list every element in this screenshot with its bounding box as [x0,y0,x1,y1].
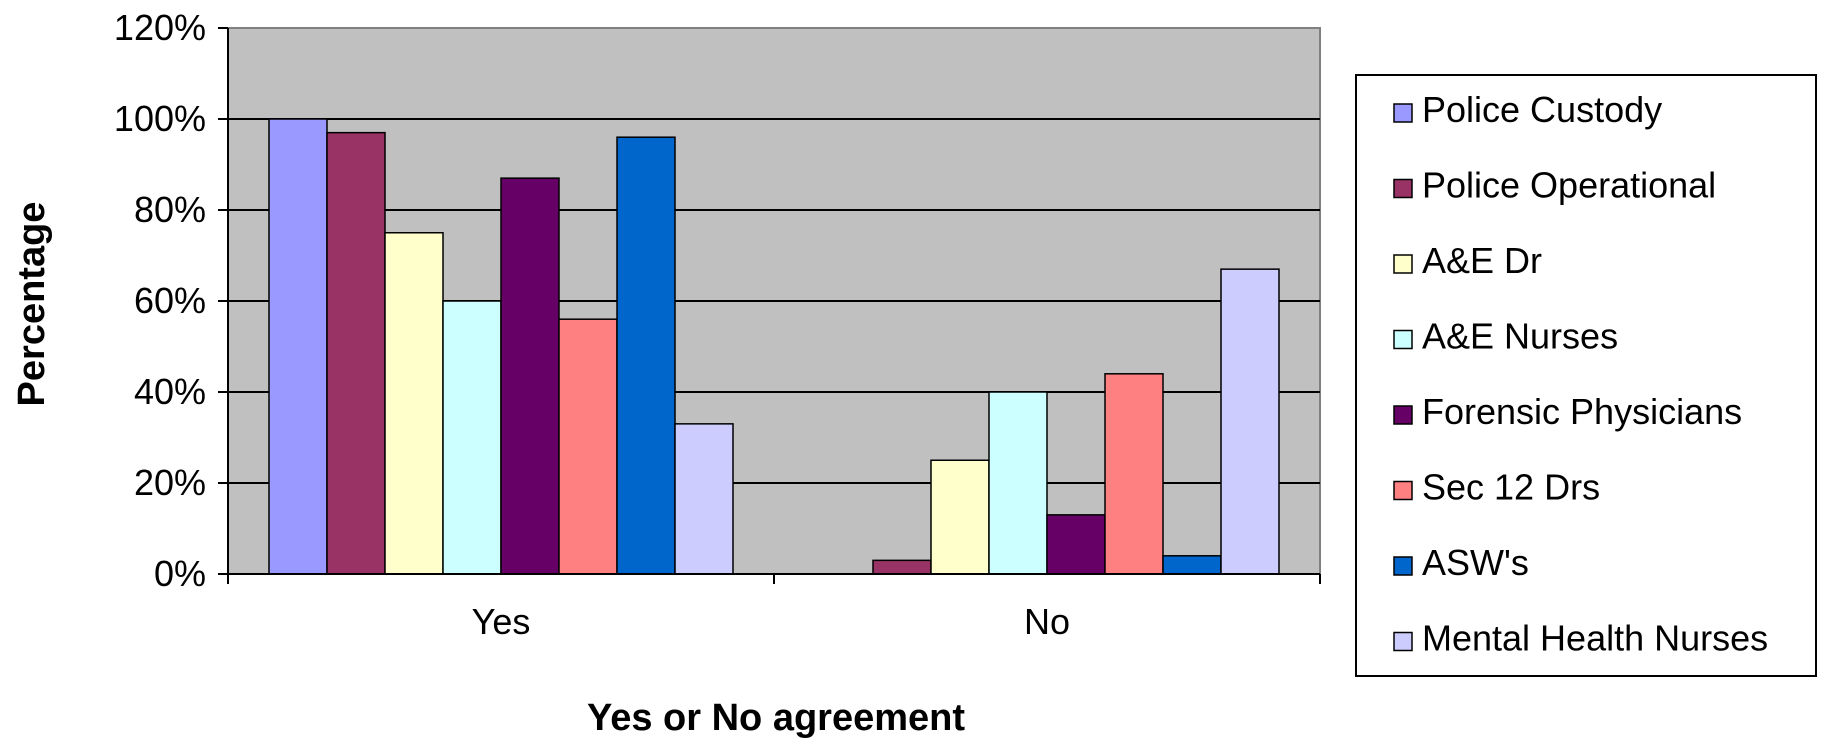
legend-label: ASW's [1422,542,1529,583]
legend-swatch [1393,631,1413,652]
legend-label: Forensic Physicians [1422,391,1742,432]
legend-swatch [1393,103,1413,123]
bar [872,559,932,575]
legend-label: Police Operational [1422,165,1716,206]
y-tick-label: 60% [134,280,206,321]
y-tick-labels: 0% 20% 40% 60% 80% 100% 120% [114,7,206,594]
x-tick-label: Yes [472,601,531,642]
legend-label: Sec 12 Drs [1422,467,1600,508]
y-tick-label: 20% [134,462,206,503]
bar [442,300,502,575]
y-tick-label: 80% [134,189,206,230]
bars [268,118,1280,575]
x-tick-labels: Yes No [472,601,1070,642]
legend-swatch [1393,329,1413,350]
axes [218,27,1321,584]
legend-swatch [1393,405,1413,425]
bar [930,459,990,575]
bar [988,391,1048,575]
legend-label: Mental Health Nurses [1422,618,1768,659]
bar [1220,268,1280,575]
y-tick-label: 120% [114,7,206,48]
y-tick-label: 0% [154,553,206,594]
bar [616,136,676,575]
bar [1162,555,1222,575]
x-axis-title: Yes or No agreement [587,697,965,739]
legend-swatch [1393,556,1413,576]
bar [326,131,386,575]
legend-label: Police Custody [1422,89,1662,130]
bar [558,318,618,575]
legend-swatch [1393,254,1413,274]
bar [268,118,328,575]
y-axis-title: Percentage [11,202,53,407]
legend: Police Custody Police Operational A&E Dr A&… [1355,74,1817,677]
bar [500,177,560,575]
legend-label: A&E Dr [1422,240,1542,281]
y-tick-label: 40% [134,371,206,412]
x-tick-label: No [1024,601,1070,642]
legend-swatch [1393,480,1413,501]
legend-swatch [1393,178,1413,199]
legend-label: A&E Nurses [1422,316,1618,357]
bar [1104,373,1164,575]
bar [384,232,444,575]
bar [1046,514,1106,575]
legend-box [1355,74,1817,677]
bar [674,423,734,575]
y-tick-label: 100% [114,98,206,139]
